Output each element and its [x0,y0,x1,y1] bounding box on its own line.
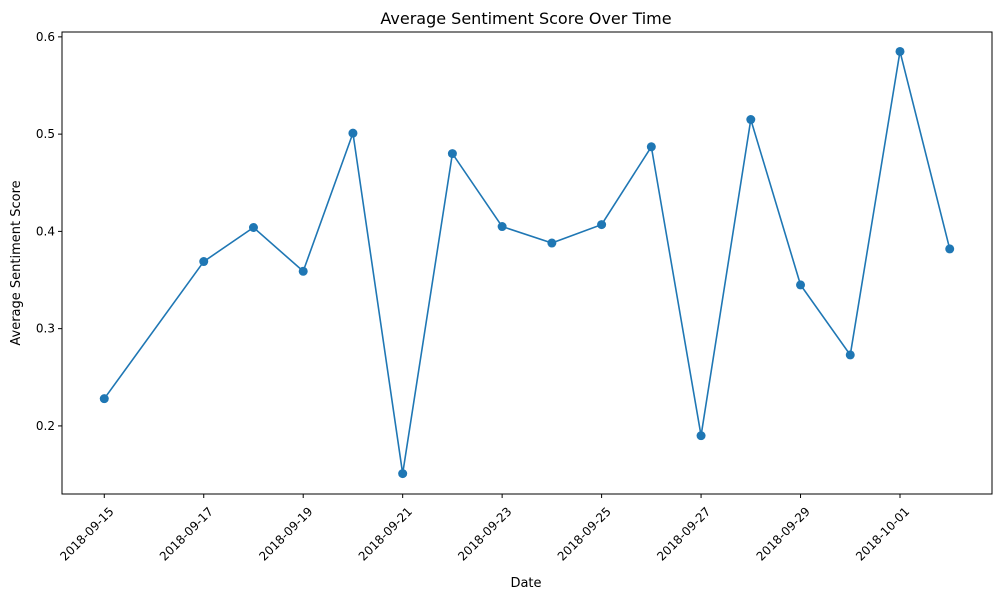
x-tick-label: 2018-09-27 [654,504,713,563]
data-point [597,220,607,230]
y-tick-label: 0.6 [36,30,55,44]
data-point [547,238,557,248]
x-tick-label: 2018-09-17 [157,504,216,563]
y-tick-label: 0.4 [36,224,55,238]
data-point [796,280,806,290]
data-point [696,431,706,441]
y-tick-label: 0.3 [36,322,55,336]
x-tick-label: 2018-09-21 [356,504,415,563]
x-axis: 2018-09-15 2018-09-17 2018-09-19 2018-09-21… [57,494,912,564]
data-point [646,142,656,152]
data-point [746,115,756,125]
data-point [398,469,408,479]
x-tick-label: 2018-10-01 [853,504,912,563]
plot-frame [61,31,993,495]
data-point [497,222,507,232]
x-tick-label: 2018-09-15 [57,504,116,563]
x-tick-label: 2018-09-25 [555,504,614,563]
data-point [845,350,855,360]
data-point [99,394,109,404]
x-tick-label: 2018-09-19 [256,504,315,563]
y-axis-label: Average Sentiment Score [9,180,24,345]
y-tick-label: 0.5 [36,127,55,141]
chart-title: Average Sentiment Score Over Time [380,9,671,28]
data-point [248,222,258,232]
data-point [298,266,308,276]
x-tick-label: 2018-09-23 [455,504,514,563]
data-point [348,128,358,138]
series-group [99,46,955,479]
data-point [895,46,905,56]
data-point [945,244,955,254]
data-point [447,149,457,159]
x-axis-label: Date [510,576,541,591]
y-axis: 0.2 0.3 0.4 0.5 0.6 [36,30,62,433]
y-tick-label: 0.2 [36,419,55,433]
data-point [199,257,209,267]
x-tick-label: 2018-09-29 [754,504,813,563]
series-line [103,51,951,474]
